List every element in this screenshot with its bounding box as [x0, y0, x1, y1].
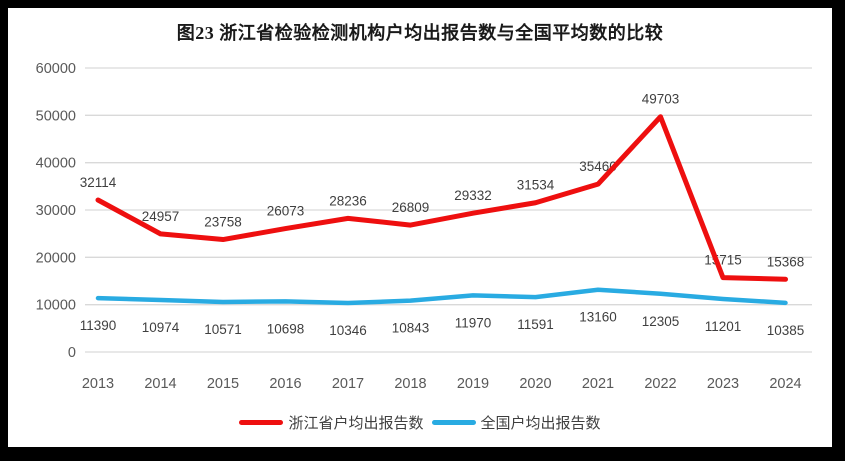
chart-title: 图23 浙江省检验检测机构户均出报告数与全国平均数的比较 [176, 23, 664, 43]
legend-label-zhejiang: 浙江省户均出报告数 [288, 415, 424, 432]
series-line-1 [95, 287, 788, 306]
y-tick-label: 20000 [36, 250, 76, 266]
x-tick-label: 2016 [269, 376, 301, 392]
x-tick-label: 2023 [707, 376, 739, 392]
x-tick-label: 2014 [144, 376, 176, 392]
data-label: 10346 [329, 323, 367, 338]
data-label: 10571 [204, 322, 242, 337]
data-label: 26073 [267, 204, 305, 219]
y-tick-label: 30000 [36, 203, 76, 219]
data-label: 10385 [767, 323, 805, 338]
data-label: 26809 [392, 200, 430, 215]
chart-canvas: 图23 浙江省检验检测机构户均出报告数与全国平均数的比较 0 10000 20000… [8, 8, 832, 447]
data-label: 32114 [80, 175, 117, 190]
legend-swatch-zhejiang-line [239, 420, 284, 425]
x-tick-label: 2019 [457, 376, 489, 392]
y-tick-label: 0 [68, 345, 76, 361]
y-tick-label: 40000 [36, 156, 76, 172]
y-tick-label: 10000 [36, 298, 76, 314]
data-label: 23758 [204, 215, 242, 230]
data-label: 10843 [392, 321, 430, 336]
legend-swatch-national-line [431, 420, 476, 425]
data-label: 15368 [767, 254, 805, 269]
data-label: 11201 [705, 319, 742, 334]
x-tick-label: 2015 [207, 376, 239, 392]
x-tick-label: 2017 [332, 376, 364, 392]
x-tick-label: 2021 [582, 376, 614, 392]
x-tick-label: 2018 [394, 376, 426, 392]
x-tick-label: 2024 [769, 376, 801, 392]
data-label: 24957 [142, 209, 180, 224]
x-tick-label: 2022 [644, 376, 676, 392]
y-tick-label: 60000 [36, 61, 76, 77]
x-tick-label: 2020 [519, 376, 551, 392]
legend: 浙江省户均出报告数 全国户均出报告数 [8, 412, 832, 433]
data-label: 15715 [704, 253, 742, 268]
legend-item-national: 全国户均出报告数 [431, 412, 601, 433]
data-label: 13160 [579, 310, 617, 325]
data-label: 28236 [329, 193, 367, 208]
series-line-0 [95, 114, 788, 282]
data-label: 11970 [455, 315, 492, 330]
legend-item-zhejiang: 浙江省户均出报告数 [239, 412, 424, 433]
data-label: 11390 [80, 318, 117, 333]
data-label: 10974 [142, 320, 180, 335]
x-tick-label: 2013 [82, 376, 114, 392]
data-label: 11591 [517, 317, 554, 332]
data-label: 10698 [267, 321, 305, 336]
legend-label-national: 全国户均出报告数 [480, 415, 601, 432]
data-label: 12305 [642, 314, 680, 329]
data-label: 31534 [517, 178, 555, 193]
chart-svg: 0 10000 20000 30000 40000 50000 60000 2013 2014 2… [36, 61, 812, 392]
y-tick-label: 50000 [36, 108, 76, 124]
data-label: 49703 [642, 92, 680, 107]
data-label: 29332 [454, 188, 492, 203]
